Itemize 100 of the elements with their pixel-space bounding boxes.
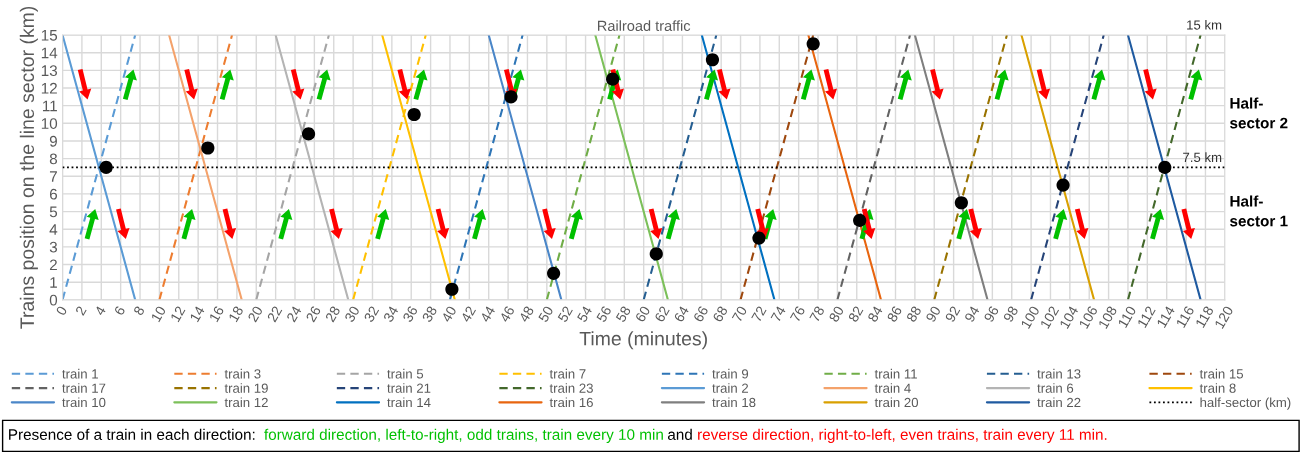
text: and <box>667 428 692 440</box>
legend-label: train 4 <box>874 383 911 393</box>
legend-label: train 21 <box>387 383 431 393</box>
y-tick-label: 10 <box>41 118 58 129</box>
x-tick-label: 44 <box>479 305 496 323</box>
x-tick-label: 74 <box>770 305 787 323</box>
y-tick-label: 2 <box>49 259 57 271</box>
point <box>504 90 518 104</box>
text: Half- sector 1 <box>1230 195 1288 227</box>
x-axis-title: Time (minutes) <box>579 331 707 350</box>
point <box>1158 160 1172 175</box>
x-tick-label: 36 <box>402 305 419 323</box>
x-tick-label: 72 <box>751 305 767 323</box>
x-tick-label: 64 <box>673 305 690 323</box>
legend-label: train 14 <box>387 397 431 408</box>
x-tick-label: 38 <box>421 305 438 323</box>
point <box>649 247 663 261</box>
legend-label: train 8 <box>1199 383 1236 393</box>
point <box>301 127 316 141</box>
text: reverse direction, right-to-left, even trains, train every 11 min. <box>698 428 1107 444</box>
x-tick-label: 12 <box>170 305 186 323</box>
legend-label: train 7 <box>549 368 586 379</box>
x-tick-label: 66 <box>693 305 709 323</box>
x-tick-label: 90 <box>925 305 942 323</box>
legend-label: train 20 <box>874 397 919 408</box>
x-tick-label: 32 <box>363 305 380 323</box>
x-tick-label: 42 <box>460 305 476 323</box>
x-tick-label: 20 <box>247 305 264 323</box>
x-tick-label: 96 <box>983 305 1000 323</box>
x-tick-label: 16 <box>208 305 225 323</box>
legend-label: train 11 <box>874 368 917 379</box>
x-tick-label: 10 <box>150 305 167 323</box>
point <box>705 53 720 67</box>
annotation: 7.5 km <box>1183 152 1222 163</box>
x-tick-label: 58 <box>615 305 632 323</box>
x-tick-label: 102 <box>1039 305 1060 329</box>
legend-label: train 17 <box>62 383 106 393</box>
y-tick-label: 1 <box>50 277 57 288</box>
x-tick-label: 60 <box>634 305 651 323</box>
y-tick-label: 5 <box>49 206 58 218</box>
x-tick-label: 68 <box>712 305 728 323</box>
point <box>752 231 766 245</box>
x-tick-label: 28 <box>324 305 341 323</box>
x-tick-label: 112 <box>1137 305 1156 328</box>
point <box>806 37 820 51</box>
x-tick-label: 100 <box>1020 305 1040 329</box>
legend-label: train 6 <box>1037 383 1074 393</box>
x-tick-label: 108 <box>1098 305 1118 329</box>
text: Presence of a train in each direction: <box>9 428 255 440</box>
point <box>201 141 215 155</box>
x-tick-label: 4 <box>94 305 107 317</box>
legend-label: train 9 <box>712 368 749 379</box>
x-tick-label: 2 <box>75 305 87 316</box>
point <box>547 266 561 280</box>
x-tick-label: 18 <box>228 305 244 323</box>
chart-title: Railroad traffic <box>598 20 691 32</box>
x-tick-label: 54 <box>576 305 593 323</box>
x-tick-label: 22 <box>266 305 283 323</box>
point <box>1056 178 1070 192</box>
x-tick-label: 78 <box>809 305 825 323</box>
legend-label: train 19 <box>224 383 268 393</box>
point <box>99 160 113 175</box>
x-tick-label: 106 <box>1078 305 1098 329</box>
y-tick-label: 0 <box>49 294 58 306</box>
y-tick-label: 13 <box>41 65 58 77</box>
x-tick-label: 92 <box>944 305 961 323</box>
x-tick-label: 62 <box>654 305 670 323</box>
y-tick-label: 15 <box>41 30 58 41</box>
x-tick-label: 86 <box>886 305 903 323</box>
x-tick-label: 8 <box>133 305 145 316</box>
legend-label: train 16 <box>549 397 593 408</box>
x-tick-label: 116 <box>1175 305 1195 329</box>
x-tick-label: 114 <box>1156 305 1176 328</box>
x-tick-label: 52 <box>557 305 573 323</box>
x-tick-label: 34 <box>382 305 399 323</box>
x-tick-label: 120 <box>1214 305 1234 329</box>
legend-label: train 1 <box>62 368 98 379</box>
y-tick-label: 11 <box>42 100 57 112</box>
x-tick-label: 46 <box>499 305 515 323</box>
y-tick-label: 14 <box>41 47 58 59</box>
point <box>954 196 968 210</box>
y-tick-label: 8 <box>49 153 58 165</box>
y-tick-label: 3 <box>49 241 58 253</box>
y-tick-label: 4 <box>49 224 58 235</box>
text: 15 km <box>1187 19 1222 30</box>
legend-label: train 10 <box>62 397 106 408</box>
x-tick-label: 104 <box>1059 305 1079 329</box>
x-tick-label: 50 <box>537 305 554 323</box>
y-tick-label: 6 <box>49 188 58 200</box>
x-tick-label: 14 <box>189 305 205 323</box>
legend-label: train 15 <box>1199 368 1244 379</box>
x-tick-label: 76 <box>789 305 806 323</box>
x-tick-label: 98 <box>1002 305 1019 323</box>
x-tick-label: 24 <box>286 305 302 323</box>
text: Half- sector 2 <box>1230 97 1288 129</box>
x-tick-label: 110 <box>1117 305 1137 329</box>
x-tick-label: 56 <box>596 305 612 323</box>
x-tick-label: 118 <box>1195 305 1214 329</box>
x-tick-label: 6 <box>113 305 126 316</box>
legend-label: train 5 <box>387 368 424 379</box>
